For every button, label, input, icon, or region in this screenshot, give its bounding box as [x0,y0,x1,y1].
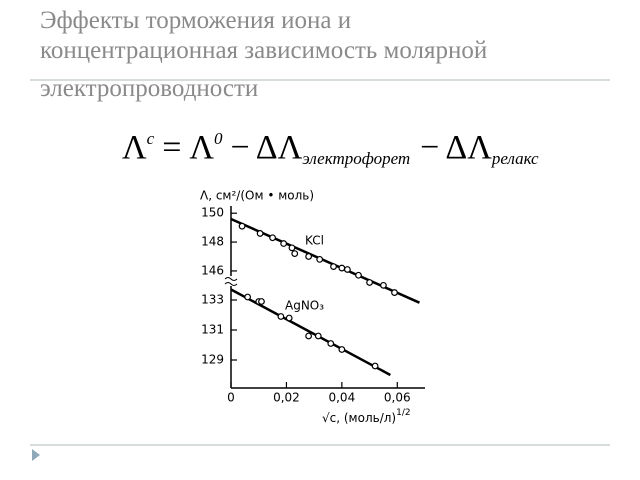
y-tick-label: 129 [201,353,224,367]
x-tick-label: 0,02 [273,391,300,405]
sup: c [147,129,155,148]
data-point [327,340,335,347]
bullet [32,449,40,461]
y-axis-label: Λ, см²/(Ом • моль) [200,189,314,203]
data-point [305,253,313,260]
title-line: электропроводности [40,75,258,102]
data-point [316,255,324,263]
data-point [277,313,285,320]
data-point [330,263,337,271]
sub: релакс [491,149,539,168]
data-point [238,222,246,230]
op: − [420,129,439,166]
data-point [258,298,265,305]
y-tick-label: 131 [201,323,224,337]
data-point [244,293,252,301]
symbol: ΔΛ [256,129,303,166]
data-point [391,289,398,296]
op: = [162,129,181,166]
title-line: Эффекты торможения иона и [40,7,351,34]
axis-break [224,277,238,286]
data-point [280,240,288,247]
data-point [269,234,276,242]
symbol: Λ [122,129,147,166]
y-tick-label: 148 [201,235,224,249]
data-point [314,332,322,340]
data-point [355,271,362,279]
data-point [338,264,346,272]
data-point [291,250,299,258]
data-point [338,346,346,353]
symbol: ΔΛ [445,129,492,166]
x-tick-label: 0,04 [328,391,355,405]
data-point [288,244,296,252]
data-point [371,362,379,370]
data-point [305,332,313,340]
series-label: KCl [305,234,324,248]
x-tick-label: 0 [227,391,235,405]
series-label: AgNO₃ [285,299,324,313]
sub: электрофорет [302,149,410,168]
y-tick-label: 133 [201,293,224,307]
symbol: Λ [189,129,214,166]
x-tick-label: 0,06 [384,391,411,405]
label: √c, (моль/л) [322,411,396,425]
sup: 0 [214,129,223,148]
x-axis-label: √c, (моль/л)1/2 [322,408,411,425]
data-point [366,279,373,286]
sup: 1/2 [396,408,410,418]
data-point [380,281,387,289]
op: − [231,129,250,166]
y-tick-label: 150 [201,206,224,220]
axes [224,206,425,389]
data-point [344,266,351,273]
data-point [256,230,264,237]
formula: Λc = Λ0− ΔΛэлектрофорет − ΔΛрелакс [122,129,539,168]
title-line: концентрационная зависимость молярной [40,37,487,64]
data-point [285,314,293,322]
y-tick-label: 146 [201,263,224,277]
